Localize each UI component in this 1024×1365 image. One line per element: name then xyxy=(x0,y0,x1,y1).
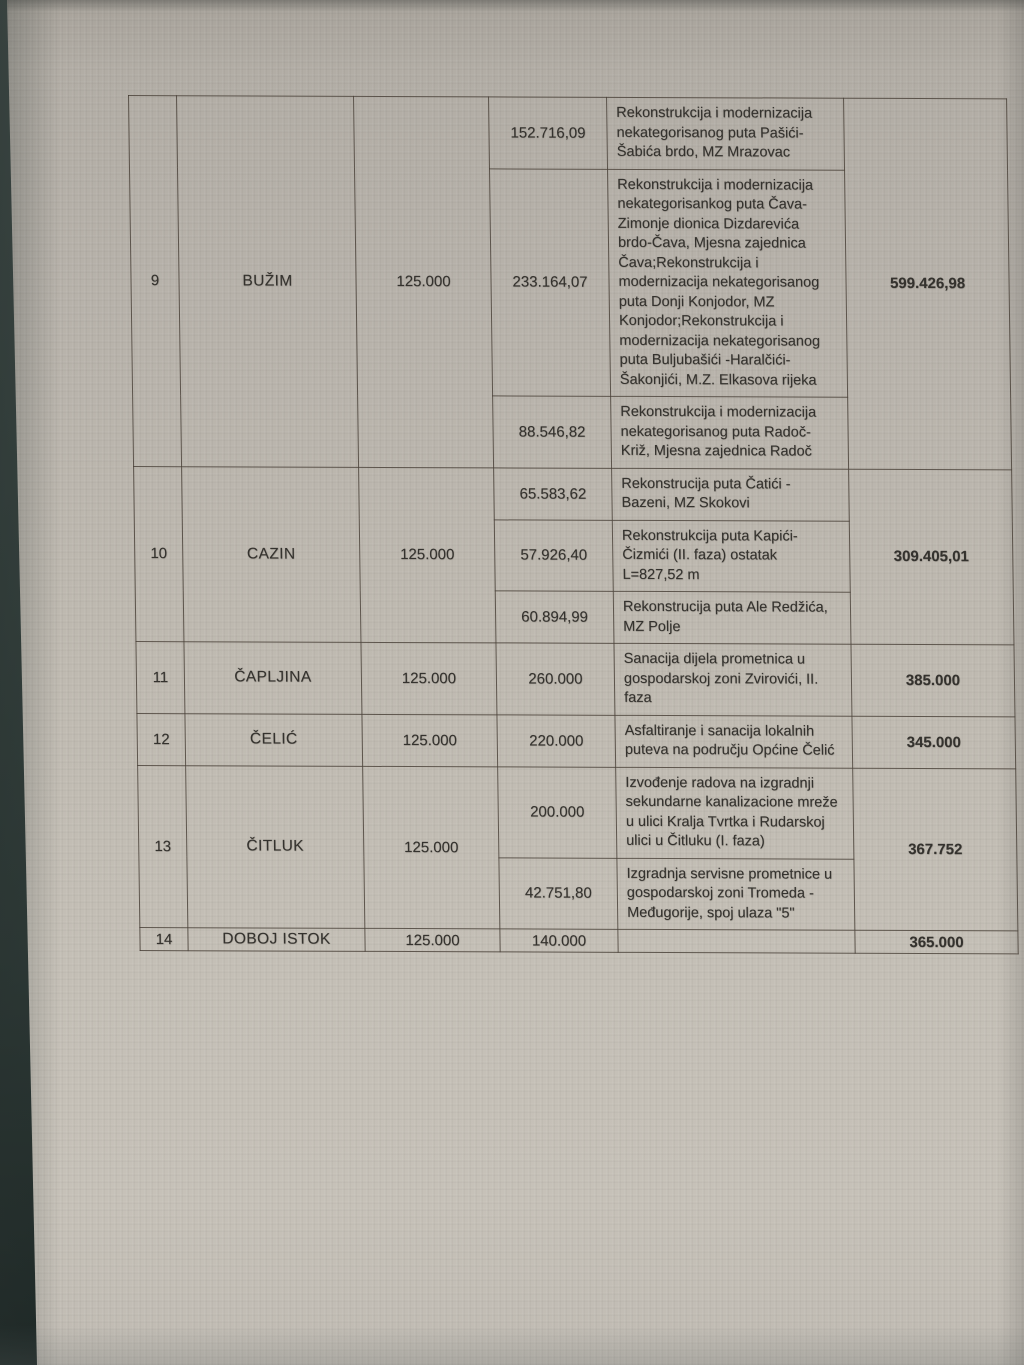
base-amount-cell: 125.000 xyxy=(362,765,500,929)
total-cell: 599.426,98 xyxy=(843,98,1012,470)
municipality-cell: CAZIN xyxy=(181,466,361,643)
municipality-cell: ČITLUK xyxy=(185,765,365,929)
project-amount-cell: 260.000 xyxy=(495,642,615,715)
table-row: 11 ČAPLJINA 125.000 260.000 Sanacija dijela … xyxy=(135,641,1015,717)
municipality-cell: ČELIĆ xyxy=(184,713,363,766)
project-amount-cell: 65.583,62 xyxy=(493,467,613,520)
municipality-cell: ČAPLJINA xyxy=(183,641,362,714)
table-row: 9 BUŽIM 125.000 152.716,09 Rekonstrukcija i … xyxy=(128,95,1012,470)
row-number-cell: 10 xyxy=(133,466,184,642)
row-number-cell: 9 xyxy=(128,95,182,467)
project-description-cell: Rekonstrukcija i modernizacija nekategor… xyxy=(606,97,845,170)
bottom-edge-shade xyxy=(0,1325,1024,1365)
table-row: 12 ČELIĆ 125.000 220.000 Asfaltiranje i sana… xyxy=(136,713,1016,769)
project-description-cell: Asfaltiranje i sanacija lokalnih puteva … xyxy=(614,714,853,768)
project-description-cell: Rekonstrukcija puta Kapići-Čizmići (II. … xyxy=(612,519,851,593)
row-number-cell: 12 xyxy=(136,713,186,766)
row-number-cell: 14 xyxy=(139,927,189,951)
photo-background-left-edge xyxy=(0,0,37,1365)
project-description-cell: Izvođenje radova na izgradnji sekundarne… xyxy=(615,766,854,859)
project-amount-cell: 152.716,09 xyxy=(488,96,608,169)
project-description-cell: Rekonstrucija puta Ale Redžića, MZ Polje xyxy=(613,591,851,645)
project-description-cell: Sanacija dijela prometnica u gospodarsko… xyxy=(613,643,852,716)
base-amount-cell: 125.000 xyxy=(360,642,497,715)
total-cell: 385.000 xyxy=(850,644,1015,717)
base-amount-cell: 125.000 xyxy=(353,96,494,468)
table-row: 10 CAZIN 125.000 65.583,62 Rekonstrucija put… xyxy=(133,466,1014,645)
total-cell: 367.752 xyxy=(852,767,1018,931)
project-amount-cell: 88.546,82 xyxy=(492,395,612,468)
project-description-cell: Rekonstrukcija i modernizacija nekategor… xyxy=(610,396,849,469)
project-amount-cell: 220.000 xyxy=(496,714,616,767)
project-amount-cell: 42.751,80 xyxy=(498,857,618,930)
project-description-cell: Rekonstrukcija i modernizacija nekategor… xyxy=(607,168,848,398)
allocation-table: 9 BUŽIM 125.000 152.716,09 Rekonstrukcija i … xyxy=(128,95,1019,954)
project-amount-cell: 57.926,40 xyxy=(494,519,614,592)
left-edge-shadow xyxy=(0,0,70,1365)
project-description-cell xyxy=(617,929,856,954)
municipality-cell: DOBOJ ISTOK xyxy=(187,927,366,952)
base-amount-cell: 125.000 xyxy=(358,466,496,643)
project-amount-cell: 60.894,99 xyxy=(495,590,614,644)
project-description-cell: Rekonstrucija puta Čatići - Bazeni, MZ S… xyxy=(611,467,850,521)
project-description-cell: Izgradnja servisne prometnice u gospodar… xyxy=(616,857,855,931)
project-amount-cell: 200.000 xyxy=(497,766,617,858)
municipality-cell: BUŽIM xyxy=(176,95,359,467)
table-row: 13 ČITLUK 125.000 200.000 Izvođenje radova n… xyxy=(137,765,1018,931)
allocation-table-wrap: 9 BUŽIM 125.000 152.716,09 Rekonstrukcija i … xyxy=(128,95,1020,954)
total-cell: 365.000 xyxy=(854,930,1019,954)
project-amount-cell: 140.000 xyxy=(499,928,619,953)
base-amount-cell: 125.000 xyxy=(361,713,498,767)
total-cell: 345.000 xyxy=(851,715,1016,769)
row-number-cell: 13 xyxy=(137,765,188,928)
total-cell: 309.405,01 xyxy=(848,468,1014,645)
table-row: 14 DOBOJ ISTOK 125.000 140.000 365.000 xyxy=(139,927,1019,954)
project-amount-cell: 233.164,07 xyxy=(489,168,611,397)
base-amount-cell: 125.000 xyxy=(364,928,501,952)
row-number-cell: 11 xyxy=(135,641,185,714)
allocation-table-body: 9 BUŽIM 125.000 152.716,09 Rekonstrukcija i … xyxy=(128,95,1019,954)
photo-top-edge-shadow xyxy=(0,0,1024,12)
